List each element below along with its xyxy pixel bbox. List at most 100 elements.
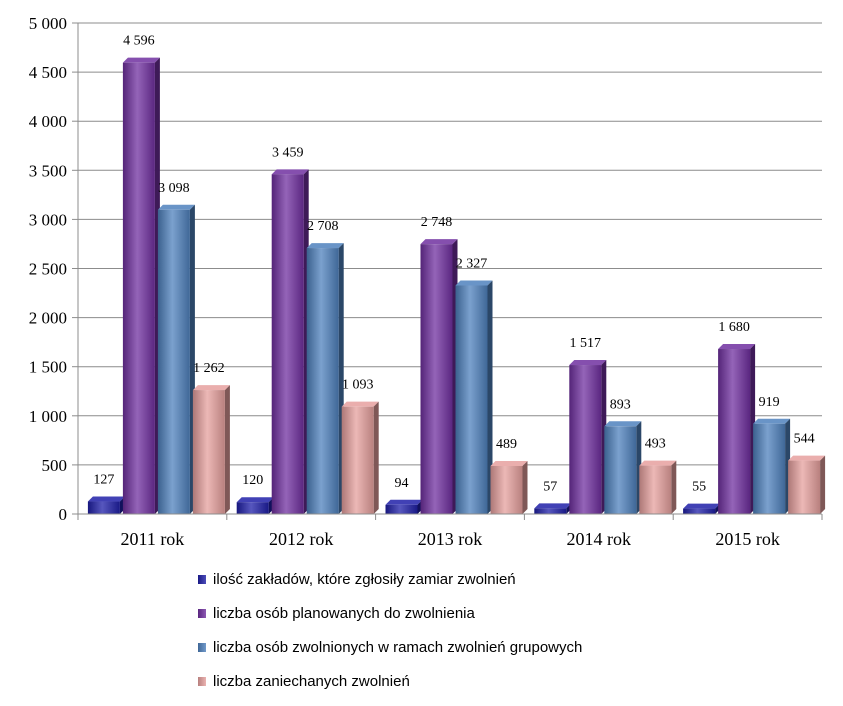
data-label: 919 — [759, 395, 780, 410]
bar-top — [569, 360, 607, 366]
bar-side — [820, 455, 826, 514]
legend-item: liczba osób zwolnionych w ramach zwolnie… — [198, 630, 582, 664]
x-tick-label: 2011 rok — [120, 529, 184, 549]
bar-top — [455, 280, 493, 286]
bar-top — [420, 239, 458, 245]
data-label: 120 — [242, 473, 263, 488]
x-tick-label: 2014 rok — [567, 529, 632, 549]
bar-side — [671, 460, 677, 514]
bar — [753, 423, 786, 514]
y-tick-label: 5 000 — [29, 14, 67, 33]
bar-top — [306, 243, 344, 249]
bar — [157, 209, 190, 514]
legend-swatch — [198, 642, 206, 652]
bar-top — [604, 421, 642, 427]
legend-swatch — [198, 676, 206, 686]
data-label: 1 680 — [718, 320, 750, 335]
bar — [455, 285, 488, 514]
data-label: 3 098 — [158, 181, 190, 196]
legend: ilość zakładów, które zgłosiły zamiar zw… — [198, 562, 582, 698]
bar — [306, 248, 339, 514]
data-label: 2 748 — [421, 215, 453, 230]
x-axis: 2011 rok 2012 rok 2013 rok 2014 rok 2015 rok — [77, 513, 823, 549]
data-label: 127 — [93, 473, 114, 488]
bar-top — [718, 344, 756, 350]
y-tick-label: 2 000 — [29, 309, 67, 328]
data-label: 1 517 — [570, 336, 602, 351]
data-label: 4 596 — [123, 34, 155, 49]
bar-top — [385, 499, 423, 505]
data-label: 893 — [610, 397, 631, 412]
bar — [683, 508, 716, 514]
x-tick-label: 2015 rok — [715, 529, 780, 549]
y-tick-label: 1 500 — [29, 358, 67, 377]
bars — [87, 57, 826, 515]
bar — [718, 349, 751, 514]
y-tick-label: 3 500 — [29, 161, 67, 180]
data-label: 57 — [543, 479, 557, 494]
data-label: 94 — [395, 476, 409, 491]
y-axis: 0 500 1 000 1 500 2 000 2 500 3 000 3 500 4 000 4… — [29, 14, 79, 524]
data-label: 489 — [496, 437, 517, 452]
bar-top — [753, 418, 791, 424]
data-labels: 127 4 596 3 098 1 262 120 3 459 2 708 1 093 94 2 … — [93, 34, 814, 495]
bar-top — [639, 460, 677, 466]
bar-top — [192, 385, 230, 391]
bar — [569, 365, 602, 514]
y-tick-label: 4 000 — [29, 112, 67, 131]
bar — [420, 244, 453, 514]
bar-top — [683, 503, 721, 509]
bar-top — [271, 169, 309, 175]
bar — [341, 406, 374, 514]
data-label: 55 — [692, 480, 706, 495]
data-label: 1 262 — [193, 361, 225, 376]
bar-side — [224, 385, 230, 514]
bar-top — [122, 57, 160, 63]
bar-top — [87, 496, 125, 502]
bar — [87, 501, 120, 514]
bar-top — [157, 204, 195, 210]
bar — [271, 174, 304, 514]
bar-side — [487, 280, 493, 514]
bar — [490, 465, 523, 514]
data-label: 544 — [794, 432, 815, 447]
data-label: 2 327 — [456, 256, 488, 271]
x-tick-label: 2013 rok — [418, 529, 483, 549]
y-tick-label: 3 000 — [29, 210, 67, 229]
bar — [192, 390, 225, 514]
legend-label: liczba osób planowanych do zwolnienia — [213, 604, 475, 622]
bar-top — [788, 455, 826, 461]
bar-top — [236, 497, 274, 503]
bar — [122, 62, 155, 515]
y-tick-label: 1 000 — [29, 407, 67, 426]
data-label: 3 459 — [272, 145, 304, 160]
y-tick-label: 2 500 — [29, 260, 67, 279]
bar — [236, 502, 269, 514]
data-label: 493 — [645, 437, 666, 452]
legend-swatch — [198, 574, 206, 584]
bar — [788, 460, 821, 514]
bar-top — [490, 460, 528, 466]
bar-top — [341, 401, 379, 407]
legend-item: ilość zakładów, które zgłosiły zamiar zw… — [198, 562, 582, 596]
legend-label: liczba zaniechanych zwolnień — [213, 672, 410, 690]
y-tick-label: 0 — [59, 505, 68, 524]
bar — [385, 504, 418, 514]
bar — [604, 426, 637, 514]
x-tick-label: 2012 rok — [269, 529, 334, 549]
bar — [639, 465, 672, 514]
y-tick-label: 500 — [42, 456, 68, 475]
legend-item: liczba zaniechanych zwolnień — [198, 664, 582, 698]
bar-top — [534, 503, 572, 509]
data-label: 1 093 — [342, 378, 374, 393]
bar — [534, 508, 567, 514]
bar-side — [373, 401, 379, 514]
legend-label: liczba osób zwolnionych w ramach zwolnie… — [213, 638, 583, 656]
legend-swatch — [198, 608, 206, 618]
legend-label: ilość zakładów, które zgłosiły zamiar zw… — [213, 570, 516, 588]
bar-side — [522, 460, 528, 514]
data-label: 2 708 — [307, 219, 339, 234]
y-tick-label: 4 500 — [29, 63, 67, 82]
legend-item: liczba osób planowanych do zwolnienia — [198, 596, 582, 630]
